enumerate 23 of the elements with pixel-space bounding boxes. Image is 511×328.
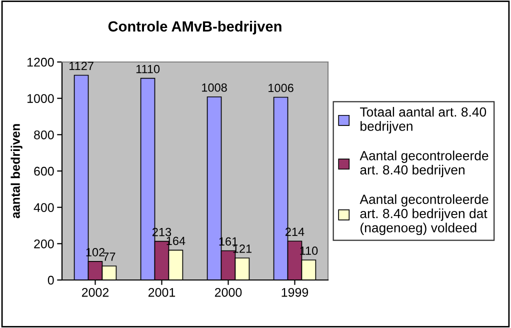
data-label: 1006 xyxy=(268,84,294,92)
x-tick-label: 2002 xyxy=(82,288,109,297)
data-label: 1127 xyxy=(69,62,94,70)
y-tick-label: 600 xyxy=(34,166,54,176)
legend-label: Aantal gecontroleerde art. 8.40 bedrijven xyxy=(360,150,488,178)
y-tick-label: 800 xyxy=(34,130,54,140)
y-tick-label: 200 xyxy=(34,239,54,248)
x-tick-label: 2001 xyxy=(148,288,176,297)
y-tick-label: 1200 xyxy=(28,58,54,67)
x-tick-label: 1999 xyxy=(282,288,308,297)
data-label: 121 xyxy=(233,244,252,253)
chart-title: Controle AMvB-bedrijven xyxy=(108,20,282,34)
data-label: 1008 xyxy=(202,83,227,92)
y-tick-label: 400 xyxy=(34,203,54,212)
data-label: 1110 xyxy=(136,64,160,74)
x-tick-label: 2000 xyxy=(214,288,242,297)
legend-label: Aantal gecontroleerde art. 8.40 bedrijven dat (nagenoeg) voldeed xyxy=(360,194,488,236)
y-axis-title: aantal bedrijven xyxy=(10,124,22,218)
legend-label: Totaal aantal art. 8.40 bedrijven xyxy=(360,106,486,134)
data-label: 164 xyxy=(166,236,186,246)
data-label: 77 xyxy=(103,252,116,261)
y-tick-label: 1000 xyxy=(28,94,54,103)
y-tick-label: 0 xyxy=(48,276,54,285)
